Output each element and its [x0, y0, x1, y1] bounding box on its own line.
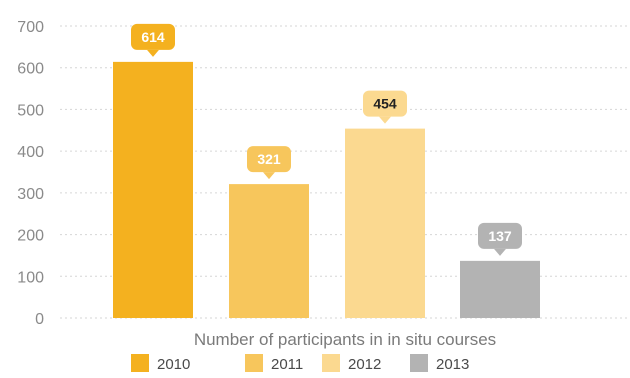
data-label-text: 454: [373, 96, 397, 112]
legend-swatch: [131, 354, 149, 372]
y-tick-label: 300: [17, 186, 44, 203]
legend-item-2011: 2011: [245, 354, 303, 373]
data-label-2012: 454: [363, 90, 407, 124]
legend-label: 2011: [271, 356, 303, 373]
y-tick-label: 100: [17, 269, 44, 286]
y-tick-label: 600: [17, 61, 44, 78]
legend-item-2010: 2010: [131, 354, 190, 373]
data-label-2013: 137: [478, 222, 522, 256]
legend-item-2012: 2012: [322, 354, 381, 373]
data-label-pointer: [379, 116, 391, 124]
y-tick-label: 700: [17, 19, 44, 36]
data-label-text: 137: [488, 228, 512, 244]
data-labels: 614 321 454 137: [131, 23, 522, 256]
y-tick-label: 0: [35, 311, 44, 328]
y-axis-ticks: 0 100 200 300 400 500 600 700: [17, 19, 44, 328]
legend: 2010 2011 2012 2013: [131, 354, 469, 373]
bar-2012: [345, 128, 425, 318]
data-label-text: 321: [257, 151, 281, 167]
legend-label: 2010: [157, 356, 190, 373]
data-label-bubble: [247, 146, 291, 173]
legend-label: 2013: [436, 356, 469, 373]
legend-swatch: [322, 354, 340, 372]
y-tick-label: 500: [17, 102, 44, 119]
legend-swatch: [410, 354, 428, 372]
bar-2013: [460, 260, 540, 318]
legend-swatch: [245, 354, 263, 372]
y-tick-label: 200: [17, 228, 44, 245]
data-label-pointer: [263, 172, 275, 180]
data-label-bubble: [363, 90, 407, 117]
bar-2010: [113, 61, 193, 318]
data-label-bubble: [131, 23, 175, 50]
legend-label: 2012: [348, 356, 381, 373]
bars: [113, 61, 540, 318]
data-label-2010: 614: [131, 23, 175, 57]
data-label-2011: 321: [247, 146, 291, 180]
data-label-pointer: [494, 248, 506, 256]
legend-item-2013: 2013: [410, 354, 469, 373]
data-label-bubble: [478, 222, 522, 249]
data-label-text: 614: [141, 29, 165, 45]
y-tick-label: 400: [17, 144, 44, 161]
x-axis-title: Number of participants in in situ course…: [194, 330, 496, 349]
data-label-pointer: [147, 49, 159, 57]
bar-2011: [229, 184, 309, 318]
